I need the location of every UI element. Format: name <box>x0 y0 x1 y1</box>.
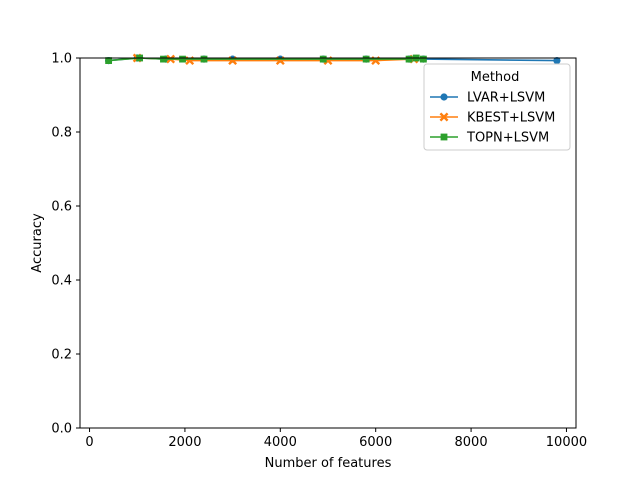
y-tick-label: 0.4 <box>51 274 72 289</box>
legend-label-lvar-lsvm: LVAR+LSVM <box>467 91 545 106</box>
legend-entries: LVAR+LSVM KBEST+LSVM TOPN+LSVM <box>430 91 555 146</box>
y-tick-label: 0.6 <box>51 200 72 215</box>
legend: Method LVAR+LSVM KBEST+LSVM TOPN+LSVM <box>423 63 571 151</box>
legend-title: Method <box>471 70 520 85</box>
data-point-topn-lsvm <box>179 55 186 63</box>
y-axis-title: Accuracy <box>30 213 45 273</box>
x-tick-label: 8000 <box>455 435 488 450</box>
data-point-topn-lsvm <box>200 55 208 63</box>
x-axis: 0 2000 4000 6000 8000 10000 <box>85 428 587 450</box>
data-point-topn-lsvm <box>405 55 413 63</box>
x-axis-title: Number of features <box>265 456 392 471</box>
data-point-topn-lsvm <box>319 55 327 63</box>
y-tick-label: 0.8 <box>51 126 72 141</box>
x-tick-label: 0 <box>85 435 93 450</box>
legend-box <box>423 63 571 151</box>
series-line-topn-lsvm <box>108 57 424 62</box>
y-tick-label: 0.0 <box>51 422 72 437</box>
legend-marker-lvar-lsvm <box>440 93 448 101</box>
data-point-lvar-lsvm <box>553 56 561 65</box>
legend-label-topn-lsvm: TOPN+LSVM <box>466 131 549 146</box>
axes-frame <box>79 57 577 429</box>
x-tick-label: 6000 <box>359 435 392 450</box>
data-point-topn-lsvm <box>362 55 370 63</box>
y-axis: 0.0 0.2 0.4 0.6 0.8 1.0 <box>51 52 80 437</box>
legend-marker-kbest-lsvm <box>439 112 449 122</box>
x-tick-label: 10000 <box>546 435 587 450</box>
x-tick-label: 2000 <box>168 435 201 450</box>
legend-marker-topn-lsvm <box>440 133 448 141</box>
data-point-topn-lsvm <box>105 57 113 64</box>
y-tick-label: 1.0 <box>51 52 72 67</box>
y-tick-label: 0.2 <box>51 348 72 363</box>
legend-label-kbest-lsvm: KBEST+LSVM <box>467 111 555 126</box>
data-point-topn-lsvm <box>419 55 427 63</box>
x-tick-label: 4000 <box>264 435 297 450</box>
data-point-topn-lsvm <box>160 55 167 63</box>
